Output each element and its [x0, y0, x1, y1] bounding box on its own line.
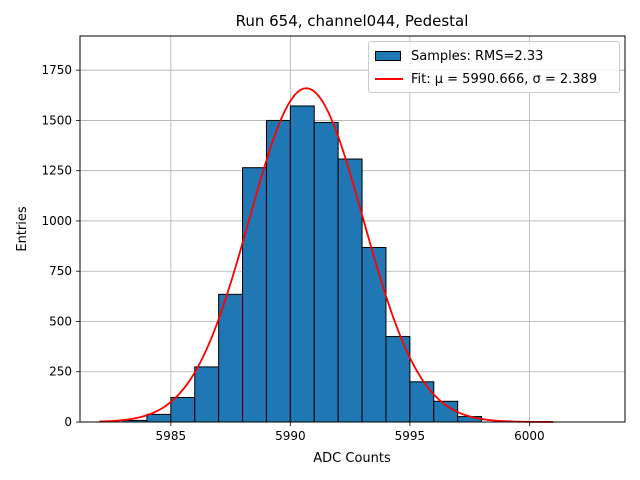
plot-frame	[79, 35, 626, 423]
x-tick-label: 5995	[395, 429, 426, 443]
y-axis: 0 250 500 750 1000 1250 1500 1750	[41, 63, 80, 429]
y-tick-label: 1500	[41, 113, 72, 127]
histogram-bar	[194, 366, 220, 423]
y-tick-label: 0	[64, 415, 72, 429]
y-tick-label: 1000	[41, 214, 72, 228]
legend-item-fit: Fit: μ = 5990.666, σ = 2.389	[375, 69, 597, 89]
y-tick-label: 1250	[41, 164, 72, 178]
histogram-bar	[361, 246, 387, 423]
x-axis: 5985 5990 5995 6000	[156, 422, 545, 443]
y-tick-label: 500	[49, 314, 72, 328]
x-tick-label: 5985	[156, 429, 187, 443]
samples-swatch-icon	[375, 51, 401, 61]
histogram-bar	[146, 413, 172, 423]
legend: Samples: RMS=2.33 Fit: μ = 5990.666, σ =…	[368, 41, 620, 93]
x-axis-label: ADC Counts	[313, 451, 391, 466]
histogram-bar	[265, 119, 291, 423]
legend-fit-label: Fit: μ = 5990.666, σ = 2.389	[411, 71, 598, 87]
histogram-bar	[313, 121, 339, 423]
histogram-bar	[409, 381, 435, 423]
legend-item-samples: Samples: RMS=2.33	[375, 46, 543, 66]
legend-samples-label: Samples: RMS=2.33	[411, 48, 544, 64]
fit-line-icon	[375, 78, 403, 80]
y-tick-label: 1750	[41, 63, 72, 77]
x-tick-label: 6000	[514, 429, 545, 443]
histogram-bar	[457, 416, 483, 423]
y-tick-label: 250	[49, 365, 72, 379]
y-axis-label: Entries	[15, 206, 30, 252]
histogram-bar	[289, 105, 315, 423]
histogram-bar	[337, 158, 363, 423]
chart-title: Run 654, channel044, Pedestal	[236, 12, 469, 30]
histogram-bars	[122, 105, 483, 423]
x-tick-label: 5990	[275, 429, 306, 443]
histogram-bar	[242, 167, 267, 423]
y-tick-label: 750	[49, 264, 72, 278]
histogram-bar	[170, 396, 196, 423]
histogram-bar	[218, 293, 244, 423]
fit-curve-group	[99, 87, 554, 423]
fit-curve	[99, 87, 554, 423]
